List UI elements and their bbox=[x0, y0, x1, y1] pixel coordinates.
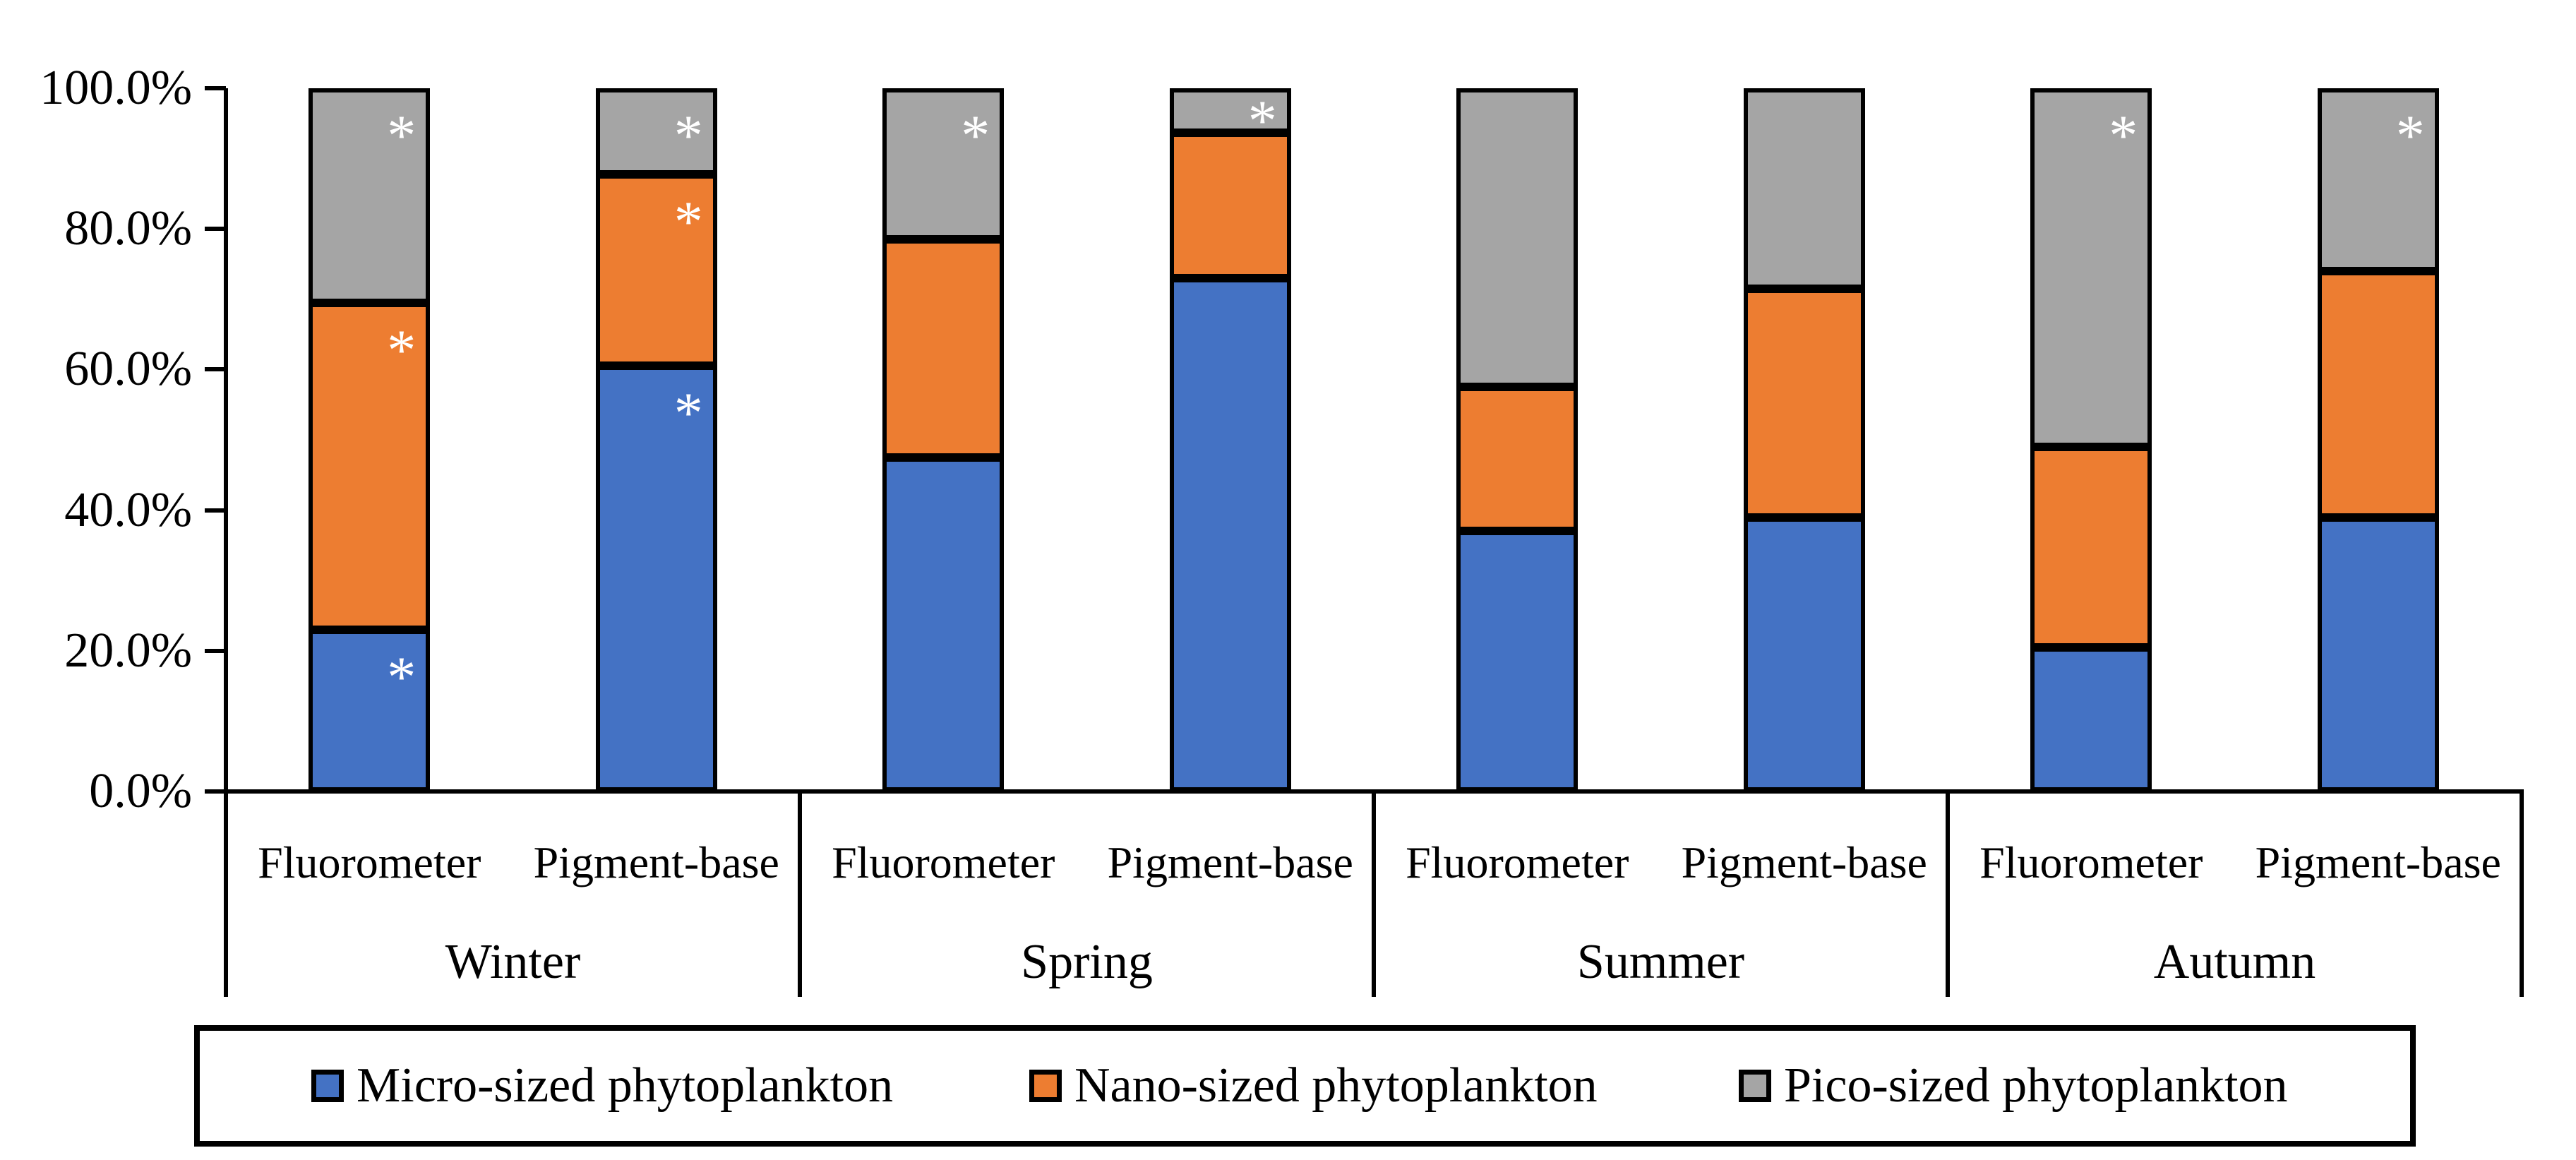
y-axis-tick-label: 40.0% bbox=[64, 482, 192, 537]
bar-segment-nano-autumn-fluorometer bbox=[2030, 446, 2152, 647]
bar-segment-micro-winter-pigment-base: * bbox=[595, 366, 717, 791]
bar-segment-nano-autumn-pigment-base bbox=[2317, 270, 2439, 518]
bar-segment-micro-spring-fluorometer bbox=[882, 457, 1005, 791]
significance-asterisk: * bbox=[673, 189, 703, 253]
significance-asterisk: * bbox=[1247, 88, 1277, 153]
bar-segment-micro-autumn-pigment-base bbox=[2317, 517, 2439, 791]
significance-asterisk: * bbox=[387, 103, 417, 167]
bar-segment-nano-spring-pigment-base bbox=[1169, 132, 1291, 278]
bar-segment-micro-summer-fluorometer bbox=[1456, 531, 1578, 791]
bar-segment-nano-spring-fluorometer bbox=[882, 239, 1005, 458]
method-label-winter-1: Pigment-base bbox=[533, 837, 779, 887]
category-divider bbox=[798, 791, 802, 997]
bar-segment-nano-summer-pigment-base bbox=[1743, 288, 1865, 518]
significance-asterisk: * bbox=[673, 381, 703, 446]
y-axis-tick-mark bbox=[205, 789, 226, 794]
method-label-autumn-0: Fluorometer bbox=[1979, 837, 2203, 887]
y-axis-tick-label: 100.0% bbox=[40, 61, 192, 115]
bar-segment-pico-autumn-fluorometer: * bbox=[2030, 88, 2152, 447]
bar-segment-micro-winter-fluorometer: * bbox=[308, 629, 431, 791]
x-axis-baseline bbox=[224, 789, 2524, 794]
y-axis-line bbox=[224, 88, 228, 997]
y-axis-tick-label: 20.0% bbox=[64, 623, 192, 678]
legend-swatch-pico-icon bbox=[1739, 1070, 1771, 1102]
season-label-autumn: Autumn bbox=[2153, 935, 2316, 989]
y-axis-tick-label: 60.0% bbox=[64, 342, 192, 397]
legend-label-micro: Micro-sized phytoplankton bbox=[357, 1058, 894, 1113]
y-axis-tick-mark bbox=[205, 86, 226, 90]
method-label-winter-0: Fluorometer bbox=[258, 837, 481, 887]
y-axis-tick-label: 80.0% bbox=[64, 201, 192, 256]
legend-item-pico: Pico-sized phytoplankton bbox=[1739, 1059, 2288, 1113]
bar-segment-pico-winter-pigment-base: * bbox=[595, 88, 717, 174]
bar-segment-pico-spring-fluorometer: * bbox=[882, 88, 1005, 240]
legend-swatch-nano-icon bbox=[1029, 1070, 1062, 1102]
bar-segment-nano-winter-fluorometer: * bbox=[308, 302, 431, 630]
method-label-autumn-1: Pigment-base bbox=[2255, 837, 2501, 887]
bar-segment-pico-autumn-pigment-base: * bbox=[2317, 88, 2439, 271]
bar-segment-micro-spring-pigment-base bbox=[1169, 277, 1291, 791]
significance-asterisk: * bbox=[673, 103, 703, 167]
season-label-spring: Spring bbox=[1021, 935, 1153, 989]
y-axis-tick-mark bbox=[205, 367, 226, 372]
significance-asterisk: * bbox=[961, 103, 990, 167]
y-axis-tick-mark bbox=[205, 648, 226, 653]
significance-asterisk: * bbox=[2109, 103, 2138, 167]
legend-box: Micro-sized phytoplankton Nano-sized phyt… bbox=[194, 1025, 2416, 1147]
significance-asterisk: * bbox=[387, 317, 417, 382]
bar-segment-pico-summer-pigment-base bbox=[1743, 88, 1865, 289]
bar-segment-micro-summer-pigment-base bbox=[1743, 517, 1865, 791]
y-axis-tick-mark bbox=[205, 227, 226, 232]
category-divider bbox=[1372, 791, 1376, 997]
bar-segment-nano-summer-fluorometer bbox=[1456, 387, 1578, 532]
significance-asterisk: * bbox=[2395, 103, 2425, 167]
category-divider bbox=[1946, 791, 1950, 997]
legend-swatch-micro-icon bbox=[311, 1070, 344, 1102]
y-axis-tick-label: 0.0% bbox=[89, 764, 192, 818]
bar-segment-micro-autumn-fluorometer bbox=[2030, 647, 2152, 791]
season-label-winter: Winter bbox=[445, 935, 581, 989]
method-label-summer-1: Pigment-base bbox=[1681, 837, 1927, 887]
y-axis-tick-mark bbox=[205, 508, 226, 513]
method-label-spring-0: Fluorometer bbox=[832, 837, 1055, 887]
bar-segment-pico-winter-fluorometer: * bbox=[308, 88, 431, 303]
legend-label-nano: Nano-sized phytoplankton bbox=[1074, 1058, 1598, 1113]
significance-asterisk: * bbox=[387, 644, 417, 709]
method-label-spring-1: Pigment-base bbox=[1107, 837, 1353, 887]
method-label-summer-0: Fluorometer bbox=[1406, 837, 1629, 887]
category-divider bbox=[2520, 791, 2524, 997]
bar-segment-pico-summer-fluorometer bbox=[1456, 88, 1578, 388]
legend-label-pico: Pico-sized phytoplankton bbox=[1784, 1058, 2288, 1113]
bar-segment-pico-spring-pigment-base: * bbox=[1169, 88, 1291, 150]
legend-item-micro: Micro-sized phytoplankton bbox=[311, 1059, 893, 1113]
legend-item-nano: Nano-sized phytoplankton bbox=[1029, 1059, 1598, 1113]
bar-segment-nano-winter-pigment-base: * bbox=[595, 174, 717, 366]
season-label-summer: Summer bbox=[1576, 935, 1745, 989]
